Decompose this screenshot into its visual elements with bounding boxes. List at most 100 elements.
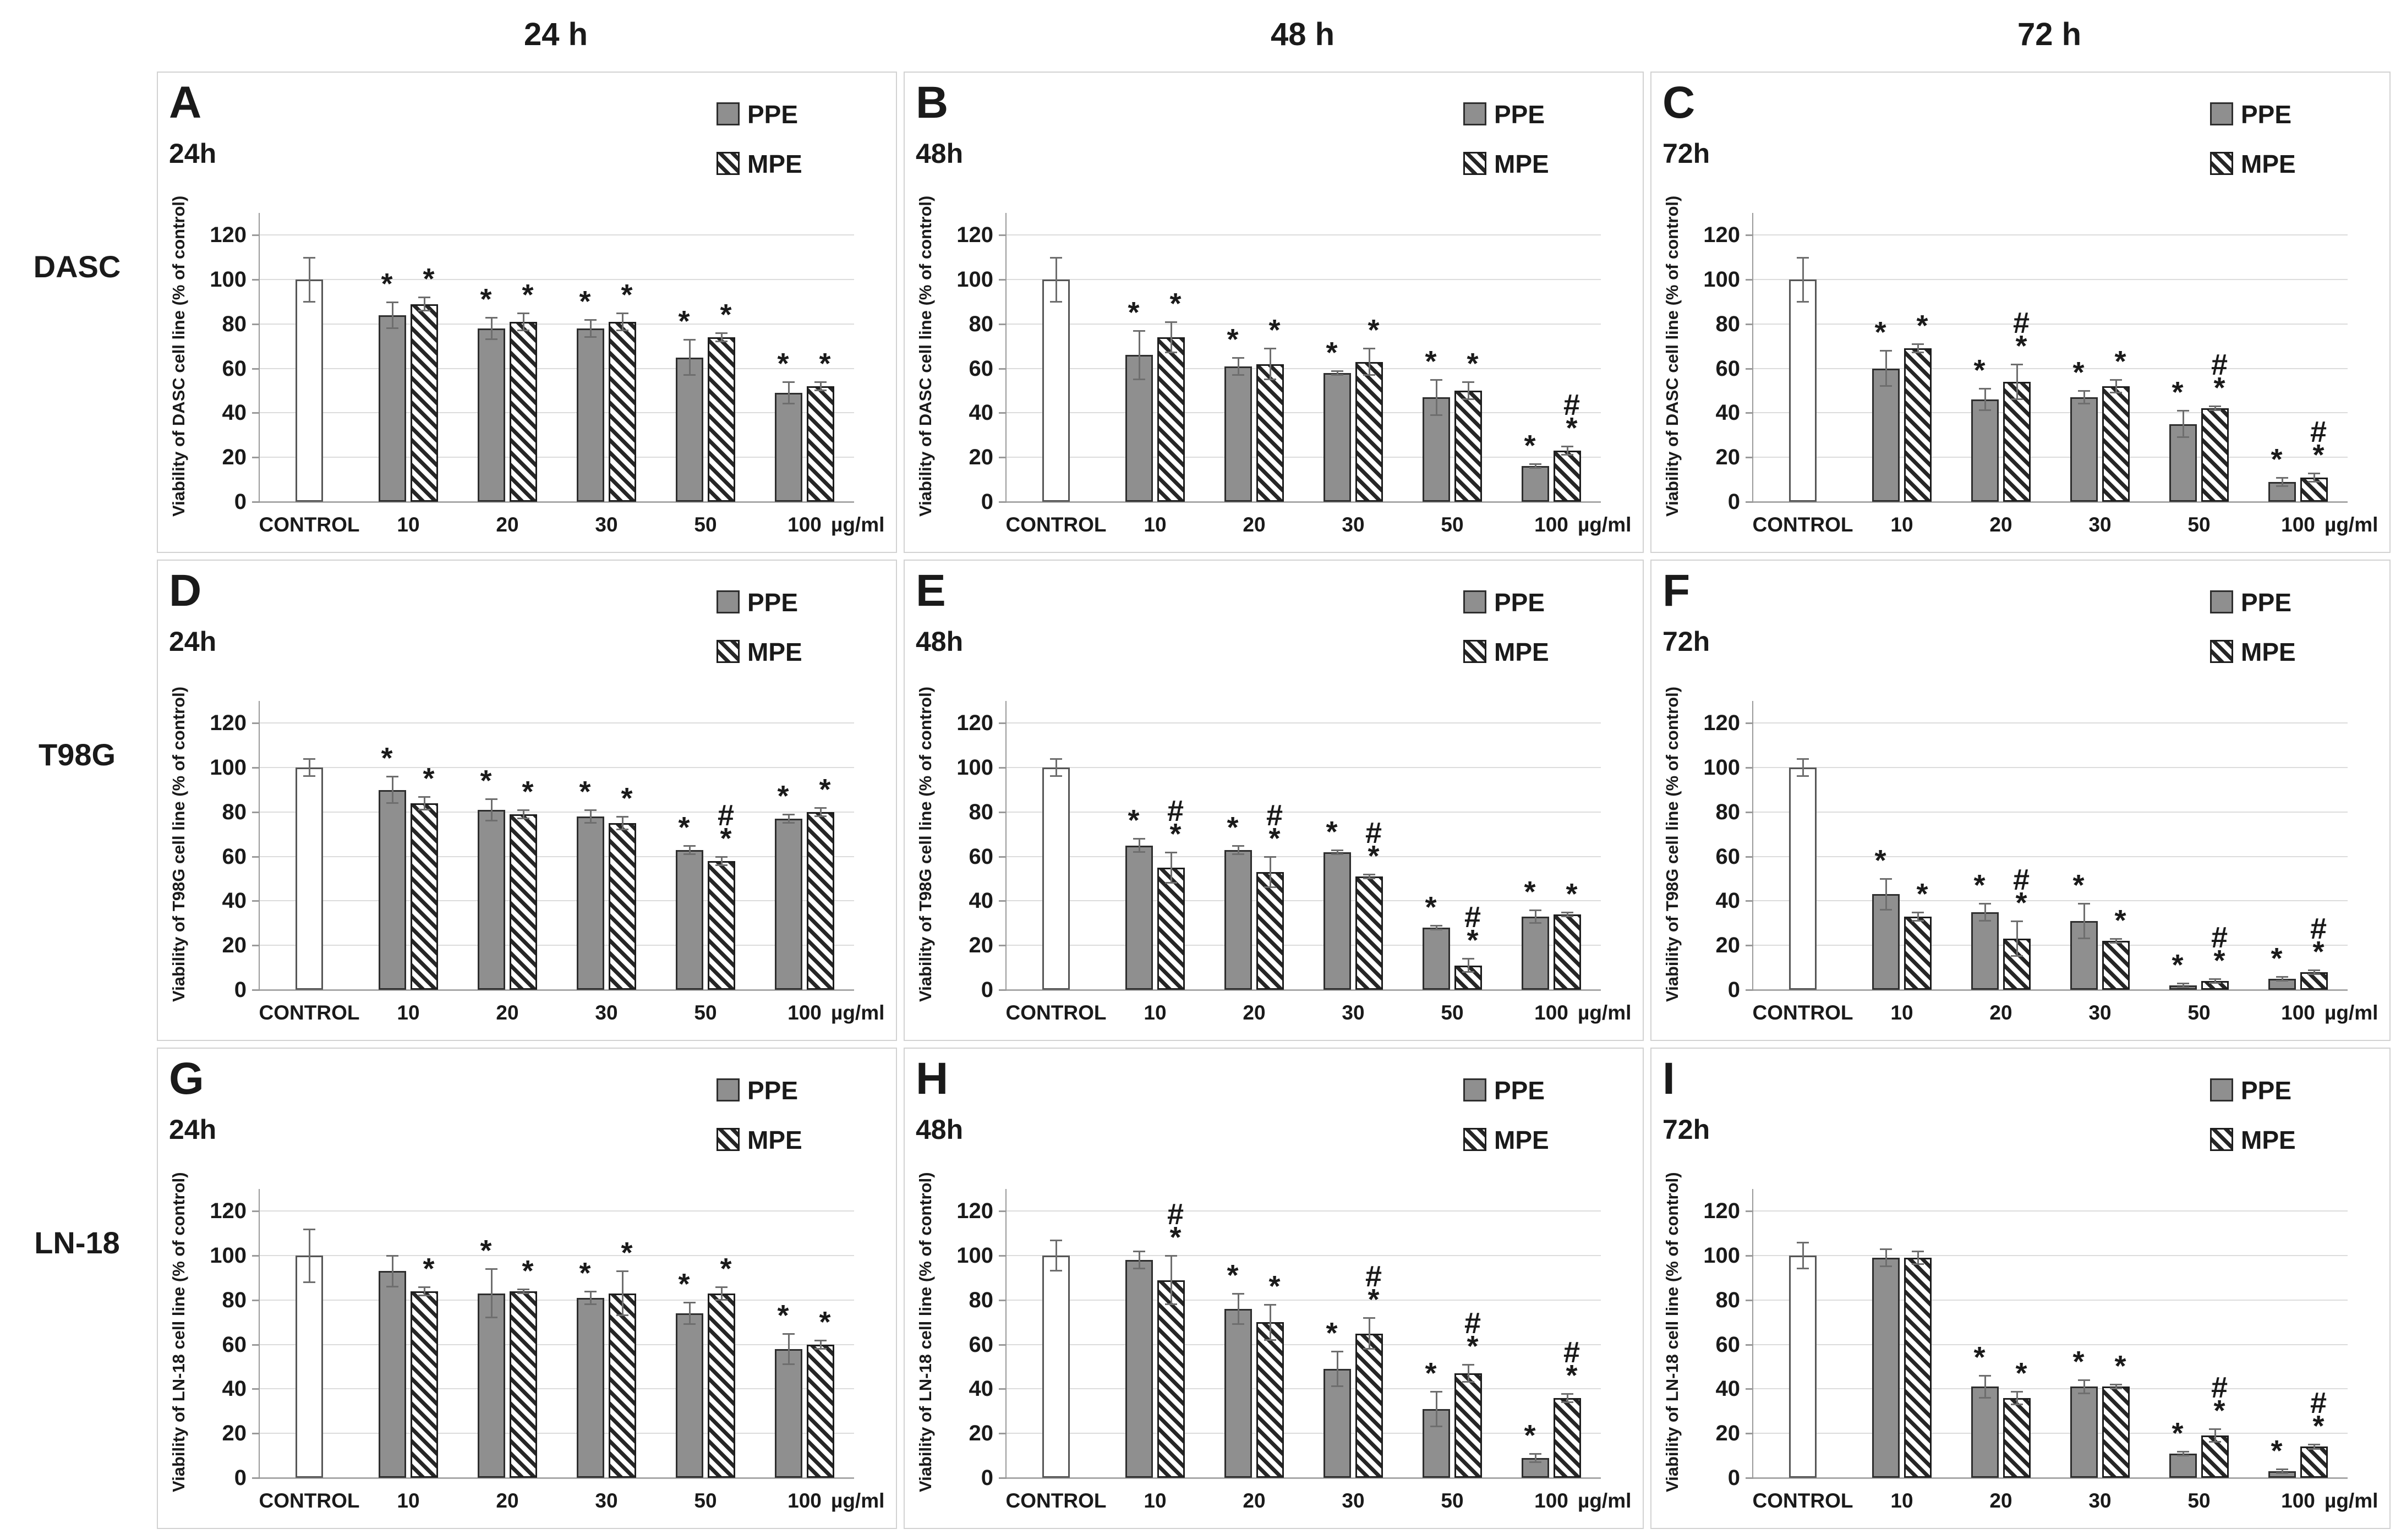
error-bar-cap-bottom <box>1430 928 1442 930</box>
x-tick-label: 20 <box>1989 1001 2012 1024</box>
y-tick-label: 0 <box>234 1466 247 1490</box>
legend-ppe-label: PPE <box>747 100 798 129</box>
y-axis-title: Viability of LN-18 cell line (% of contr… <box>169 1172 188 1492</box>
gridline <box>1007 368 1601 369</box>
x-axis-unit-label: µg/ml <box>2325 1489 2378 1512</box>
y-axis-tick <box>999 989 1007 991</box>
y-tick-label: 20 <box>222 445 247 470</box>
bar-ppe <box>577 328 604 502</box>
error-bar-cap-bottom <box>2276 485 2288 487</box>
significance-marker: * <box>1524 429 1536 463</box>
bar-ppe <box>1872 368 1900 502</box>
significance-marker: * <box>480 764 492 797</box>
error-bar-cap-bottom <box>1561 915 1573 917</box>
error-bar-cap-top <box>1430 1390 1442 1393</box>
y-axis-title: Viability of DASC cell line (% of contro… <box>1662 195 1682 517</box>
error-bar-cap-top <box>1979 902 1991 905</box>
error-bar-cap-top <box>1797 256 1809 259</box>
significance-marker: * <box>2072 1345 2085 1379</box>
error-bar <box>621 1271 624 1316</box>
bar-ppe <box>2070 1386 2098 1478</box>
error-bar <box>1269 856 1271 888</box>
y-tick-label: 100 <box>210 755 247 780</box>
error-bar-cap-top <box>1264 348 1276 350</box>
bar-ppe <box>1224 1309 1252 1478</box>
time-label: 24h <box>169 626 217 657</box>
significance-marker: * <box>579 284 591 318</box>
x-tick-label: 50 <box>694 1001 717 1024</box>
x-tick-label: 50 <box>1441 513 1464 536</box>
legend-mpe-swatch <box>1463 1128 1486 1151</box>
bar-control <box>1789 1256 1817 1478</box>
bar-ppe <box>1224 850 1252 990</box>
error-bar-cap-bottom <box>584 1303 597 1305</box>
bar-ppe <box>775 819 802 990</box>
error-bar-cap-bottom <box>1912 919 1924 922</box>
column-header-24h: 24 h <box>523 17 588 52</box>
bar-control <box>1042 1256 1070 1478</box>
bar-mpe <box>2300 1446 2328 1478</box>
error-bar-cap-bottom <box>1462 398 1474 401</box>
error-bar-cap-bottom <box>1529 467 1541 469</box>
bar-mpe <box>708 337 735 502</box>
gridline <box>1007 1255 1601 1257</box>
panel-letter: H <box>916 1054 949 1104</box>
error-bar <box>2182 410 2184 437</box>
gridline <box>260 722 854 724</box>
error-bar <box>391 302 393 328</box>
y-axis-line <box>1752 701 1753 990</box>
error-bar-cap-bottom <box>1529 922 1541 924</box>
panel-B: B 48h PPE MPE Viability of DASC cell line (%… <box>904 72 1644 553</box>
y-axis-line <box>259 1189 260 1478</box>
y-axis-tick <box>252 1299 260 1301</box>
significance-marker: * <box>678 1267 690 1301</box>
y-tick-label: 60 <box>222 356 247 381</box>
error-bar <box>2214 406 2216 411</box>
error-bar <box>1467 958 1469 972</box>
x-tick-label: 50 <box>1441 1489 1464 1512</box>
significance-marker: * <box>2172 376 2184 409</box>
gridline <box>1007 1433 1601 1434</box>
error-bar-cap-bottom <box>386 802 398 804</box>
bar-mpe <box>609 823 636 990</box>
error-bar-cap-bottom <box>616 1314 628 1317</box>
y-tick-label: 60 <box>969 844 994 869</box>
bar-mpe <box>2102 941 2130 990</box>
gridline <box>260 412 854 414</box>
x-axis-line <box>1753 501 2348 503</box>
x-tick-label: 100 <box>1534 1489 1568 1512</box>
legend-mpe-swatch <box>1463 152 1486 175</box>
legend-item-mpe: MPE <box>2210 639 2375 665</box>
gridline <box>1007 811 1601 813</box>
legend-mpe-label: MPE <box>747 638 802 666</box>
error-bar-cap-top <box>783 813 795 815</box>
x-axis-line <box>1007 989 1601 991</box>
x-tick-label: 10 <box>1144 1001 1167 1024</box>
error-bar-cap-bottom <box>2110 1388 2122 1390</box>
y-tick-label: 100 <box>1703 267 1740 292</box>
significance-marker: * <box>2172 1416 2184 1450</box>
x-tick-label: CONTROL <box>1005 1001 1107 1024</box>
error-bar-cap-top <box>386 776 398 778</box>
error-bar <box>1368 1318 1370 1349</box>
error-bar-cap-bottom <box>2276 979 2288 982</box>
gridline <box>1753 1388 2348 1390</box>
significance-marker: * <box>621 1236 633 1270</box>
y-tick-label: 40 <box>222 1377 247 1401</box>
legend-mpe-label: MPE <box>1494 638 1549 666</box>
error-bar <box>1566 1393 1568 1402</box>
x-axis-unit-label: µg/ml <box>1578 513 1632 536</box>
x-axis-line <box>260 1477 854 1479</box>
error-bar <box>2083 391 2085 404</box>
x-axis-line <box>260 989 854 991</box>
significance-marker: * <box>480 282 492 316</box>
error-bar-cap-bottom <box>1529 1461 1541 1463</box>
error-bar <box>1336 1351 1338 1387</box>
bar-ppe <box>577 1297 604 1478</box>
error-bar-cap-top <box>715 332 728 335</box>
error-bar-cap-top <box>1462 1364 1474 1366</box>
legend-ppe-swatch <box>1463 1078 1486 1101</box>
y-tick-label: 120 <box>210 1199 247 1224</box>
panel-letter: I <box>1662 1054 1675 1104</box>
